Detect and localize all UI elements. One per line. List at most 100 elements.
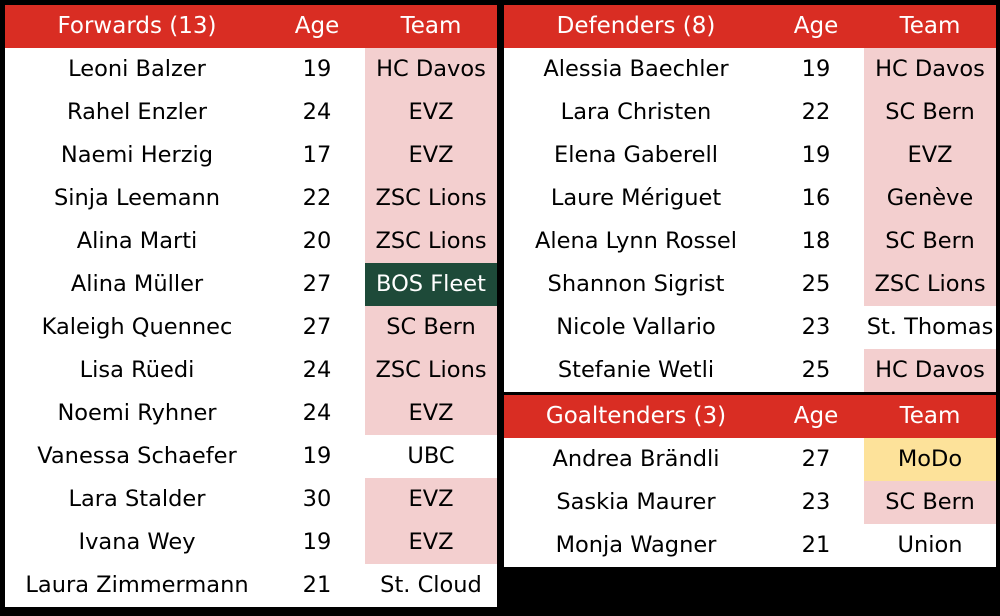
player-team: Genève [864,177,996,220]
player-age: 19 [768,134,864,177]
table-row: Leoni Balzer 19 HC Davos [5,48,497,91]
position-header: Defenders (8) [504,5,768,48]
player-name: Alina Müller [5,263,269,306]
table-row: Alina Marti 20 ZSC Lions [5,220,497,263]
player-team: EVZ [365,478,497,521]
table-row: Nicole Vallario 23 St. Thomas [504,306,996,349]
table-row: Noemi Ryhner 24 EVZ [5,392,497,435]
player-name: Laura Zimmermann [5,564,269,607]
table-row: Laure Mériguet 16 Genève [504,177,996,220]
player-age: 21 [269,564,365,607]
player-age: 21 [768,524,864,567]
player-age: 16 [768,177,864,220]
player-age: 20 [269,220,365,263]
table-row: Shannon Sigrist 25 ZSC Lions [504,263,996,306]
player-name: Alena Lynn Rossel [504,220,768,263]
table-row: Alessia Baechler 19 HC Davos [504,48,996,91]
table-row: Lisa Rüedi 24 ZSC Lions [5,349,497,392]
player-team: St. Thomas [864,306,996,349]
player-name: Saskia Maurer [504,481,768,524]
player-team: SC Bern [365,306,497,349]
player-team: EVZ [365,91,497,134]
table-header: Goaltenders (3) Age Team [504,395,996,438]
player-team: SC Bern [864,91,996,134]
player-name: Monja Wagner [504,524,768,567]
player-rows: Andrea Brändli 27 MoDo Saskia Maurer 23 SC Be… [504,438,996,567]
player-name: Lisa Rüedi [5,349,269,392]
player-team: Union [864,524,996,567]
player-age: 27 [269,263,365,306]
player-team: EVZ [365,392,497,435]
player-name: Vanessa Schaefer [5,435,269,478]
player-team: HC Davos [864,349,996,392]
player-name: Lara Stalder [5,478,269,521]
player-name: Naemi Herzig [5,134,269,177]
table-row: Rahel Enzler 24 EVZ [5,91,497,134]
player-age: 23 [768,306,864,349]
player-age: 19 [269,435,365,478]
player-rows: Alessia Baechler 19 HC Davos Lara Christen 2… [504,48,996,392]
position-header: Forwards (13) [5,5,269,48]
player-name: Elena Gaberell [504,134,768,177]
table-row: Naemi Herzig 17 EVZ [5,134,497,177]
table-row: Sinja Leemann 22 ZSC Lions [5,177,497,220]
player-team: EVZ [864,134,996,177]
table-row: Alina Müller 27 BOS Fleet [5,263,497,306]
player-name: Kaleigh Quennec [5,306,269,349]
player-age: 27 [768,438,864,481]
table-row: Alena Lynn Rossel 18 SC Bern [504,220,996,263]
age-header: Age [768,5,864,48]
player-team: UBC [365,435,497,478]
player-team: MoDo [864,438,996,481]
player-age: 22 [768,91,864,134]
table-row: Andrea Brändli 27 MoDo [504,438,996,481]
player-name: Shannon Sigrist [504,263,768,306]
player-name: Lara Christen [504,91,768,134]
player-age: 23 [768,481,864,524]
forwards-table: Forwards (13) Age Team Leoni Balzer 19 HC … [5,5,497,607]
player-team: EVZ [365,521,497,564]
player-age: 30 [269,478,365,521]
player-age: 27 [269,306,365,349]
player-age: 19 [269,521,365,564]
player-age: 25 [768,349,864,392]
age-header: Age [269,5,365,48]
player-name: Leoni Balzer [5,48,269,91]
player-team: HC Davos [864,48,996,91]
player-team: ZSC Lions [365,220,497,263]
table-row: Saskia Maurer 23 SC Bern [504,481,996,524]
team-header: Team [864,395,996,438]
age-header: Age [768,395,864,438]
table-header: Defenders (8) Age Team [504,5,996,48]
table-row: Laura Zimmermann 21 St. Cloud [5,564,497,607]
player-name: Nicole Vallario [504,306,768,349]
player-team: HC Davos [365,48,497,91]
player-name: Laure Mériguet [504,177,768,220]
player-team: EVZ [365,134,497,177]
defenders-table: Defenders (8) Age Team Alessia Baechler 1… [504,5,996,392]
team-header: Team [365,5,497,48]
player-name: Sinja Leemann [5,177,269,220]
table-row: Kaleigh Quennec 27 SC Bern [5,306,497,349]
table-row: Monja Wagner 21 Union [504,524,996,567]
player-team: ZSC Lions [864,263,996,306]
player-age: 18 [768,220,864,263]
player-age: 24 [269,91,365,134]
position-header: Goaltenders (3) [504,395,768,438]
table-row: Stefanie Wetli 25 HC Davos [504,349,996,392]
player-name: Noemi Ryhner [5,392,269,435]
player-age: 24 [269,349,365,392]
player-age: 19 [768,48,864,91]
player-team: SC Bern [864,220,996,263]
player-age: 24 [269,392,365,435]
player-age: 17 [269,134,365,177]
player-team: SC Bern [864,481,996,524]
table-row: Ivana Wey 19 EVZ [5,521,497,564]
player-name: Ivana Wey [5,521,269,564]
player-name: Andrea Brändli [504,438,768,481]
table-row: Elena Gaberell 19 EVZ [504,134,996,177]
player-name: Alina Marti [5,220,269,263]
table-row: Vanessa Schaefer 19 UBC [5,435,497,478]
player-age: 19 [269,48,365,91]
